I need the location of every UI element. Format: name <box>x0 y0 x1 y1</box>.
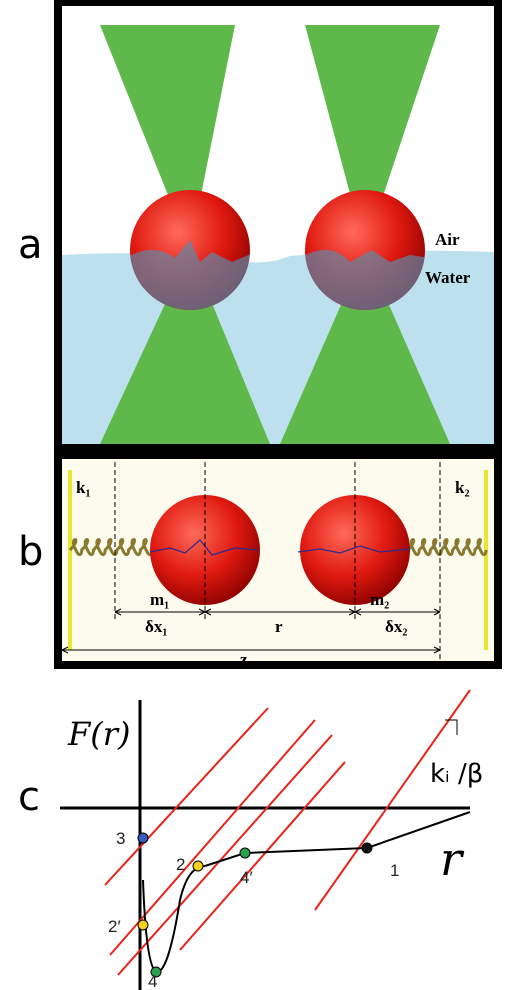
panel-label: b <box>18 529 43 575</box>
panel-label: c <box>18 774 40 820</box>
figure: Air Water a k₁ k₂ m₁ m₂ δx₁ r δx₂ z b <box>0 0 523 990</box>
panel-b: k₁ k₂ m₁ m₂ δx₁ r δx₂ z b <box>18 455 498 669</box>
label-k1: k₁ <box>76 478 91 497</box>
point-label: 2 <box>176 855 185 874</box>
panel-label: a <box>18 222 43 268</box>
point-label: 4′ <box>240 868 253 887</box>
slope-label: kᵢ /β <box>430 759 483 789</box>
label-air: Air <box>435 230 460 249</box>
x-axis-label: r <box>440 832 465 886</box>
point-label: 4 <box>148 972 157 990</box>
point-label: 1 <box>390 861 399 880</box>
label-z: z <box>240 650 248 669</box>
label-r: r <box>275 617 283 636</box>
label-m1: m₁ <box>150 590 169 609</box>
panel-c: F(r) kᵢ /β r 3 2 2′ 4 4′ 1 c <box>18 690 483 990</box>
panel-a: Air Water a <box>18 2 498 448</box>
label-water: Water <box>425 268 471 287</box>
point-label: 3 <box>116 829 125 848</box>
label-k2: k₂ <box>455 478 470 497</box>
label-m2: m₂ <box>370 590 389 609</box>
label-dx2: δx₂ <box>385 617 407 636</box>
point-label: 2′ <box>108 917 121 936</box>
label-dx1: δx₁ <box>145 617 167 636</box>
page: Air Water a k₁ k₂ m₁ m₂ δx₁ r δx₂ z b <box>0 0 523 990</box>
y-axis-label: F(r) <box>67 715 130 753</box>
